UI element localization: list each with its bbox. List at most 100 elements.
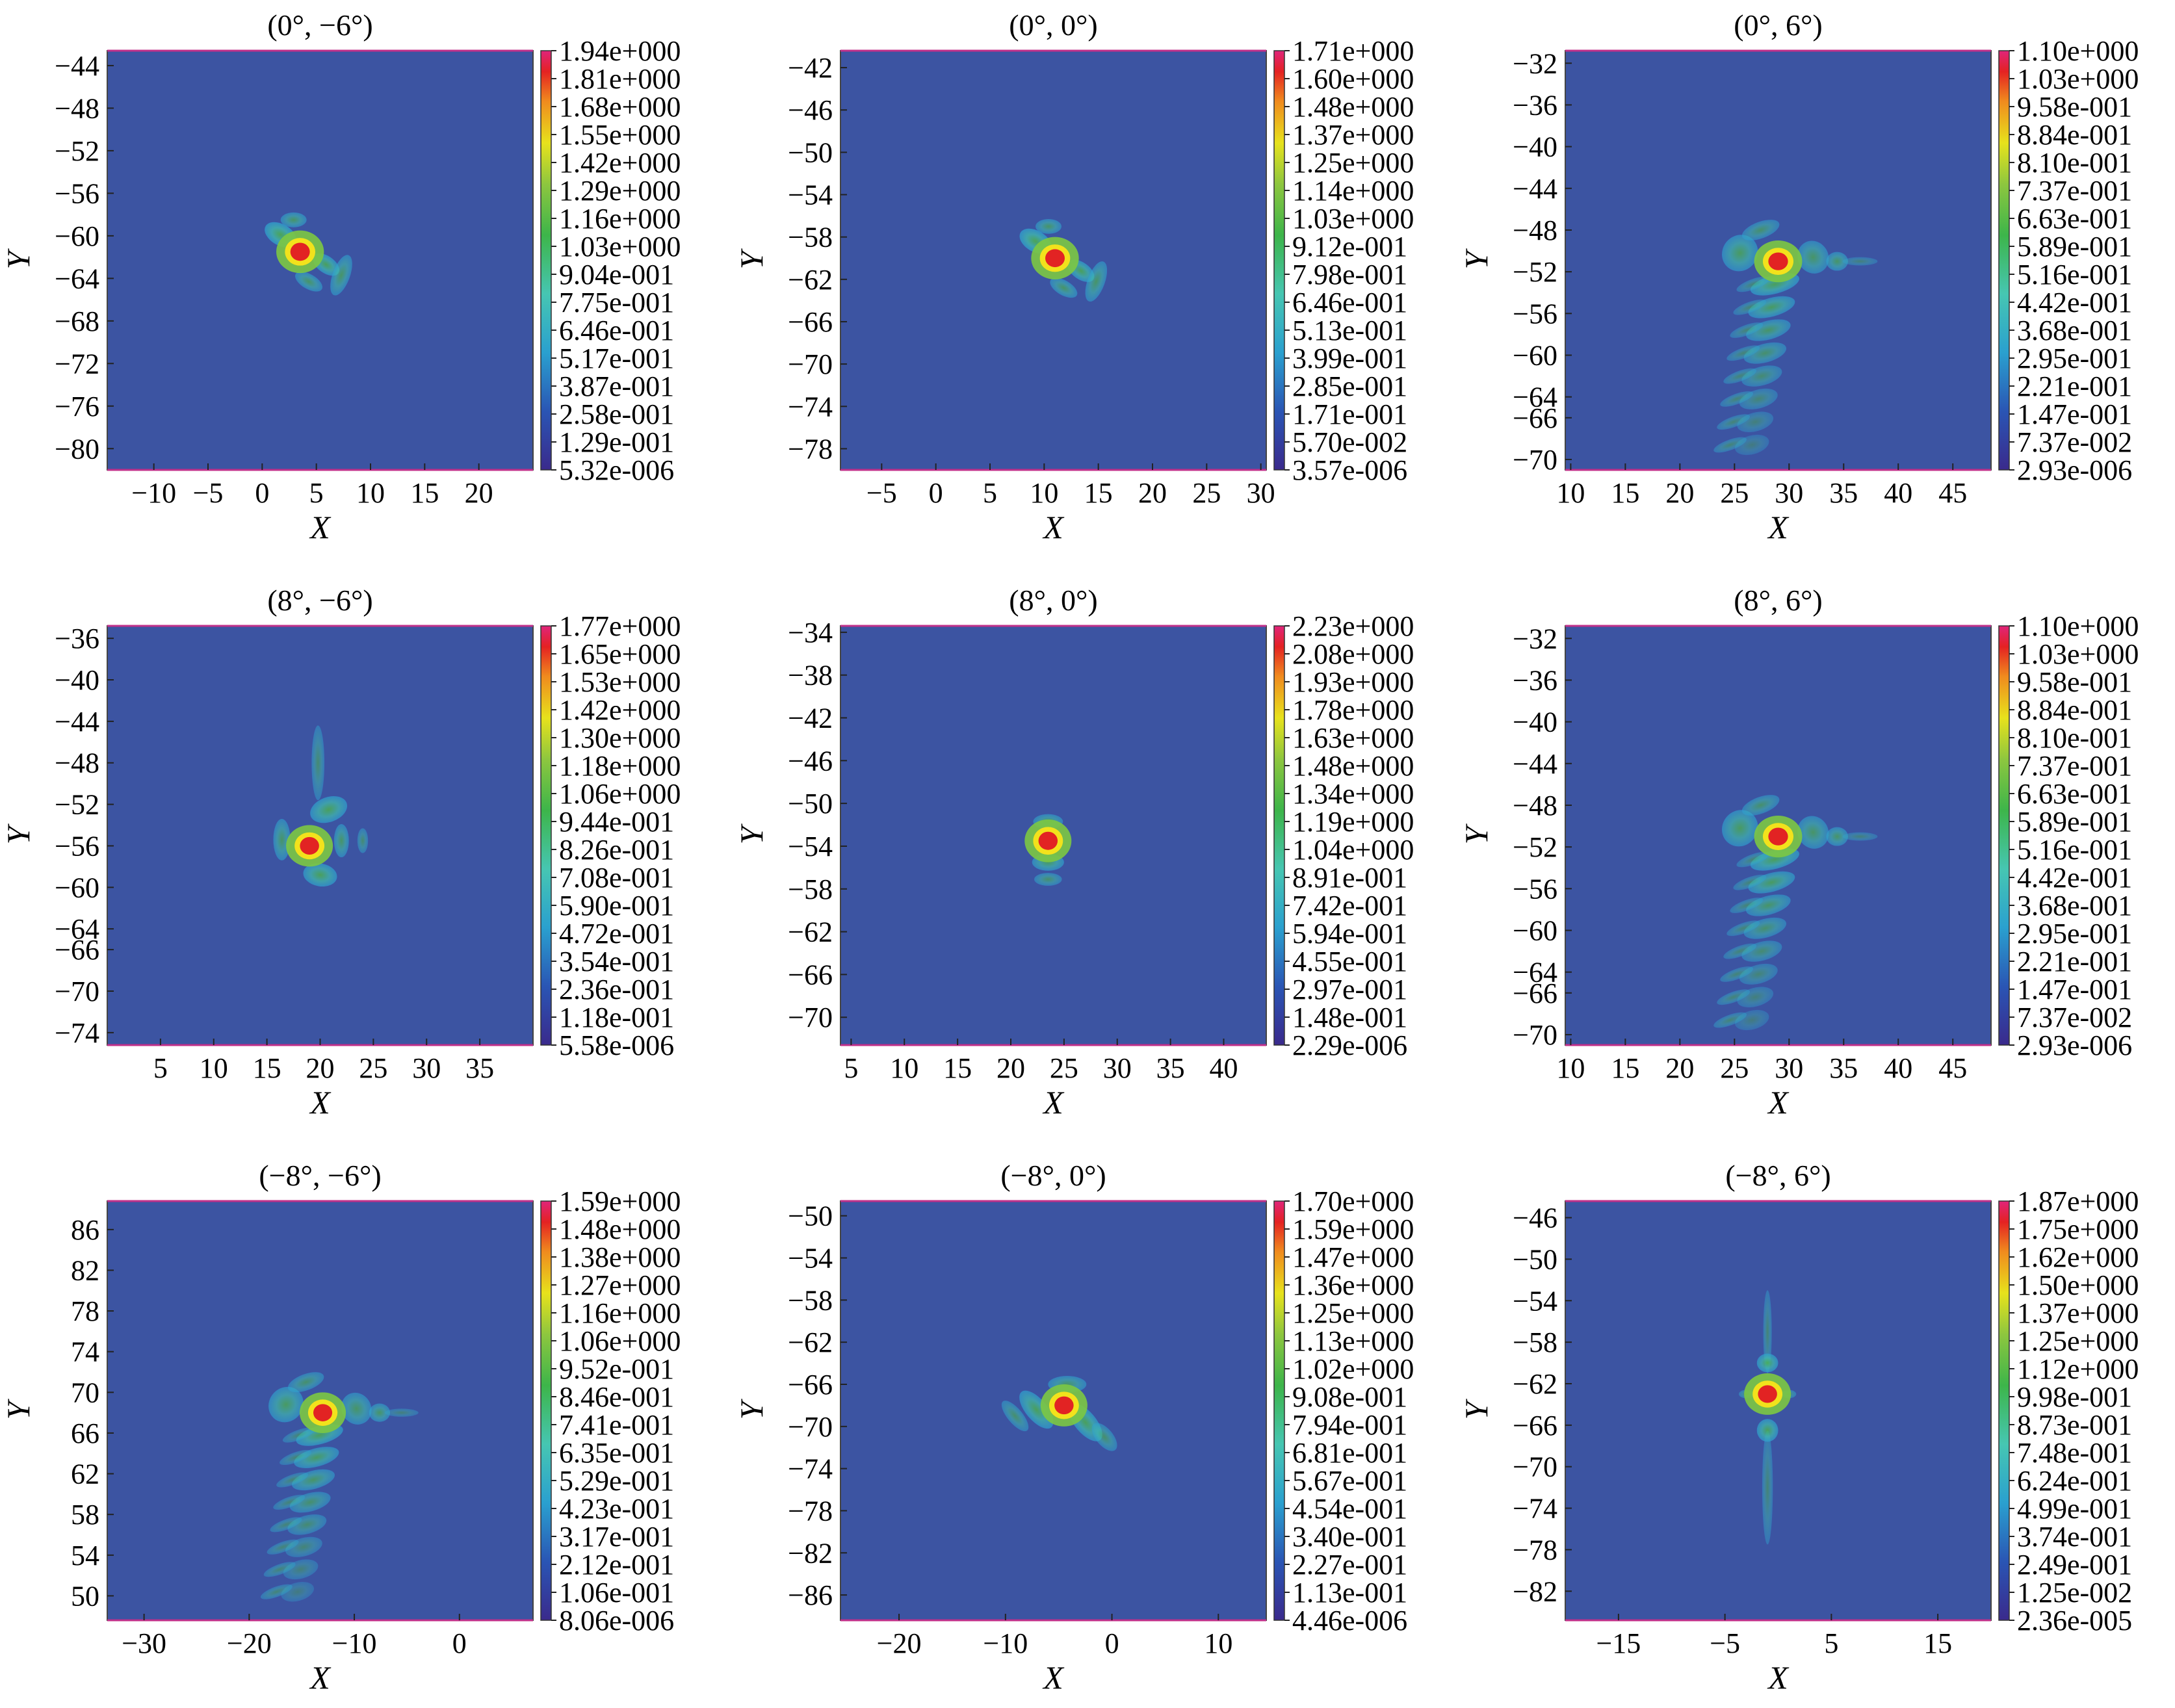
y-tick-label: −52 (1513, 256, 1557, 288)
y-axis-label: Y (0, 823, 36, 844)
x-tick-label: 5 (1824, 1627, 1838, 1659)
side-lobe (287, 1372, 324, 1393)
colorbar-label: 5.89e-001 (2017, 806, 2132, 838)
peak-core (313, 1404, 333, 1421)
x-tick-label: 30 (1247, 477, 1275, 509)
side-lobe (1756, 1419, 1778, 1442)
y-tick-label: −60 (55, 220, 99, 252)
colorbar-label: 8.10e-001 (2017, 722, 2132, 754)
y-tick-label: −62 (788, 264, 833, 296)
colorbar-label: 1.02e+000 (1292, 1353, 1414, 1385)
y-tick-label: −46 (1513, 1202, 1557, 1234)
colorbar-label: 5.17e-001 (559, 343, 674, 374)
colorbar-label: 6.46e-001 (1292, 287, 1407, 318)
y-tick-label: −80 (55, 433, 99, 465)
y-tick-label: −40 (1513, 706, 1557, 738)
side-lobe (1050, 278, 1078, 298)
side-lobe (1826, 252, 1848, 271)
side-lobe (1763, 1290, 1772, 1374)
colorbar-label: 1.62e+000 (2017, 1241, 2139, 1273)
y-tick-label: −74 (1513, 1493, 1557, 1525)
x-tick-label: 20 (1138, 477, 1167, 509)
x-tick-label: −20 (877, 1627, 922, 1659)
x-axis-label: X (1042, 1084, 1065, 1120)
colorbar-label: 7.48e-001 (2017, 1437, 2132, 1469)
side-lobe (1741, 220, 1780, 240)
y-tick-label: −36 (1513, 89, 1557, 121)
colorbar-label: 1.65e+000 (559, 638, 681, 670)
colorbar-label: 3.17e-001 (559, 1521, 674, 1553)
x-axis-label: X (309, 1084, 332, 1120)
x-tick-label: 15 (1084, 477, 1113, 509)
y-tick-label: −64 (1513, 957, 1557, 989)
y-tick-label: −60 (1513, 915, 1557, 947)
y-tick-label: −78 (788, 1495, 833, 1527)
y-tick-label: −44 (55, 706, 99, 738)
x-tick-label: 5 (309, 477, 324, 509)
colorbar-label: 2.36e-005 (2017, 1605, 2132, 1637)
colorbar-label: 1.25e+000 (1292, 147, 1414, 179)
x-tick-label: 35 (1829, 1052, 1858, 1084)
y-tick-label: −48 (1513, 214, 1557, 246)
colorbar-label: 7.98e-001 (1292, 259, 1407, 291)
y-tick-label: −62 (788, 1326, 833, 1358)
x-tick-label: 20 (996, 1052, 1025, 1084)
colorbar-label: 4.23e-001 (559, 1493, 674, 1525)
y-axis-label: Y (0, 1398, 36, 1419)
colorbar-label: 2.12e-001 (559, 1549, 674, 1581)
x-tick-label: −10 (983, 1627, 1028, 1659)
x-tick-label: 5 (844, 1052, 858, 1084)
y-tick-label: −70 (1513, 1019, 1557, 1051)
colorbar-label: 9.98e-001 (2017, 1381, 2132, 1413)
y-tick-label: −44 (1513, 748, 1557, 780)
y-tick-label: 66 (71, 1417, 99, 1449)
y-tick-label: −66 (1513, 977, 1557, 1009)
y-tick-label: −42 (788, 703, 833, 734)
y-tick-label: −32 (1513, 47, 1557, 79)
y-tick-label: −70 (788, 1002, 833, 1033)
y-tick-label: −86 (788, 1579, 833, 1611)
colorbar-label: 1.71e-001 (1292, 398, 1407, 430)
side-lobe (1720, 391, 1754, 407)
x-tick-label: 20 (1665, 477, 1694, 509)
y-tick-label: −66 (55, 934, 99, 966)
x-axis-label: X (1042, 509, 1065, 545)
panel-title: (8°, 6°) (1734, 584, 1822, 617)
y-tick-label: −70 (1513, 444, 1557, 476)
side-lobe (280, 212, 307, 227)
x-tick-label: 15 (253, 1052, 281, 1084)
y-tick-label: −54 (788, 179, 833, 211)
colorbar-label: 6.24e-001 (2017, 1465, 2132, 1497)
y-tick-label: −72 (55, 348, 99, 380)
colorbar-label: 1.42e+000 (559, 694, 681, 726)
x-tick-label: 30 (412, 1052, 441, 1084)
peak-core (300, 836, 319, 855)
colorbar-label: 1.81e+000 (559, 63, 681, 95)
y-tick-label: −48 (1513, 790, 1557, 822)
y-tick-label: −70 (1513, 1451, 1557, 1483)
side-lobe (1721, 235, 1758, 272)
y-tick-label: −44 (55, 50, 99, 82)
colorbar-label: 1.47e-001 (2017, 974, 2132, 1005)
colorbar-label: 1.77e+000 (559, 610, 681, 642)
x-tick-label: 35 (1829, 477, 1858, 509)
colorbar-label: 2.21e-001 (2017, 946, 2132, 977)
colorbar-label: 1.36e+000 (1292, 1269, 1414, 1301)
colorbar-label: 2.58e-001 (559, 398, 674, 430)
y-tick-label: −50 (1513, 1243, 1557, 1275)
side-lobe (1762, 1430, 1773, 1545)
x-tick-label: 15 (943, 1052, 972, 1084)
side-lobe (270, 1517, 302, 1533)
x-tick-label: 25 (359, 1052, 387, 1084)
colorbar-label: 1.29e+000 (559, 175, 681, 207)
colorbar-label: 2.85e-001 (1292, 370, 1407, 402)
y-tick-label: 78 (71, 1295, 99, 1327)
side-lobe (303, 863, 337, 887)
colorbar-label: 1.47e-001 (2017, 398, 2132, 430)
intensity-pattern (260, 1372, 419, 1602)
x-tick-label: 25 (1192, 477, 1221, 509)
y-tick-label: 74 (71, 1336, 99, 1368)
colorbar-label: 8.91e-001 (1292, 862, 1407, 894)
colorbar-label: 4.46e-006 (1292, 1605, 1407, 1637)
